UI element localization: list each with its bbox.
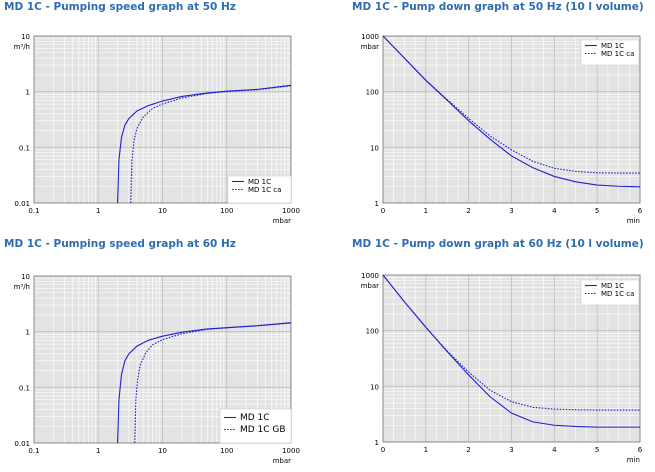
- y-tick-label: 0.1: [19, 144, 30, 152]
- x-tick-label: 10: [158, 447, 167, 455]
- y-tick-label: 1: [375, 200, 379, 208]
- x-tick-label: 0: [381, 207, 385, 215]
- x-tick-label: 2: [466, 207, 470, 215]
- y-tick-label: 100: [366, 328, 379, 336]
- legend-box: [580, 39, 640, 66]
- y-tick-label: 10: [21, 33, 30, 41]
- y-tick-label: 0.01: [14, 440, 30, 448]
- chart-title: MD 1C - Pump down graph at 60 Hz (10 l v…: [352, 238, 644, 250]
- x-axis-label: mbar: [273, 457, 292, 465]
- y-axis-label: mbar: [361, 282, 380, 290]
- legend-label: MD 1C: [248, 178, 271, 186]
- y-tick-label: 0.1: [19, 384, 30, 392]
- y-tick-label: 10: [370, 144, 379, 152]
- legend-label: MD 1C: [601, 42, 624, 50]
- x-axis-label: min: [627, 217, 640, 225]
- plot-frame: [33, 275, 292, 444]
- y-axis-label: m³/h: [14, 283, 30, 291]
- series-line: [382, 274, 640, 411]
- x-tick-label: 100: [220, 447, 233, 455]
- y-tick-label: 100: [366, 89, 379, 97]
- legend-label: MD 1C GB: [240, 425, 286, 435]
- series-line: [382, 35, 641, 188]
- x-tick-label: 1000: [282, 207, 300, 215]
- x-tick-label: 5: [595, 207, 599, 215]
- x-tick-label: 6: [638, 207, 643, 215]
- x-axis-label: min: [627, 456, 640, 464]
- chart-panel-speed-60hz: MD 1C - Pumping speed graph at 60 Hz 0.1…: [0, 237, 327, 472]
- y-tick-label: 1: [26, 329, 30, 337]
- chart-panel-speed-50hz: MD 1C - Pumping speed graph at 50 Hz 0.1…: [0, 0, 327, 235]
- chart-title: MD 1C - Pumping speed graph at 60 Hz: [4, 238, 236, 250]
- y-tick-label: 10: [370, 383, 379, 391]
- x-tick-label: 5: [595, 446, 599, 454]
- x-tick-label: 1: [424, 446, 428, 454]
- series-line: [382, 35, 640, 174]
- chart-title: MD 1C - Pumping speed graph at 50 Hz: [4, 1, 236, 13]
- y-axis-label: m³/h: [14, 43, 30, 51]
- x-tick-label: 0: [381, 446, 385, 454]
- x-tick-label: 1000: [282, 447, 300, 455]
- plot-frame: [382, 35, 641, 204]
- y-tick-label: 1000: [361, 33, 379, 41]
- chart-panel-pumpdown-50hz: MD 1C - Pump down graph at 50 Hz (10 l v…: [328, 0, 655, 235]
- x-tick-label: 0.1: [28, 447, 39, 455]
- y-tick-label: 10: [21, 273, 30, 281]
- x-tick-label: 3: [509, 207, 513, 215]
- x-tick-label: 4: [552, 207, 557, 215]
- legend-label: MD 1C: [601, 282, 624, 290]
- legend-label: MD 1C: [240, 413, 270, 423]
- x-tick-label: 4: [552, 446, 557, 454]
- y-tick-label: 1: [26, 89, 30, 97]
- x-tick-label: 1: [96, 207, 100, 215]
- legend-label: MD 1C ca: [601, 290, 634, 298]
- x-tick-label: 100: [220, 207, 233, 215]
- plot-frame: [33, 35, 292, 204]
- x-tick-label: 3: [509, 446, 513, 454]
- legend-box: [219, 408, 292, 444]
- plot-frame: [382, 274, 641, 443]
- x-tick-label: 0.1: [28, 207, 39, 215]
- y-tick-label: 1000: [361, 272, 379, 280]
- x-tick-label: 6: [638, 446, 643, 454]
- legend-box: [580, 279, 640, 306]
- chart-title: MD 1C - Pump down graph at 50 Hz (10 l v…: [352, 1, 644, 13]
- y-tick-label: 1: [375, 439, 379, 447]
- series-line: [130, 85, 292, 204]
- y-tick-label: 0.01: [14, 200, 30, 208]
- y-axis-label: mbar: [361, 43, 380, 51]
- series-line: [134, 322, 292, 444]
- x-tick-label: 1: [96, 447, 100, 455]
- x-axis-label: mbar: [273, 217, 292, 225]
- chart-panel-pumpdown-60hz: MD 1C - Pump down graph at 60 Hz (10 l v…: [328, 237, 655, 472]
- x-tick-label: 10: [158, 207, 167, 215]
- x-tick-label: 1: [424, 207, 428, 215]
- x-tick-label: 2: [466, 446, 470, 454]
- legend-label: MD 1C ca: [601, 50, 634, 58]
- legend-label: MD 1C ca: [248, 186, 281, 194]
- series-line: [117, 322, 292, 444]
